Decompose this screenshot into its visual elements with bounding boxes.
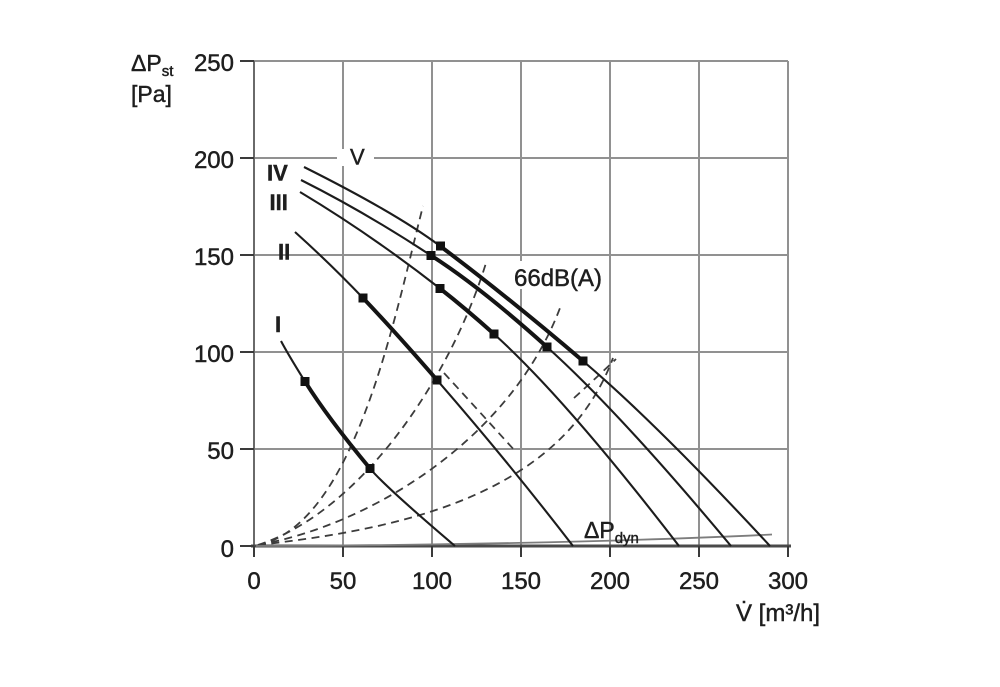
svg-text:ΔPst: ΔPst (131, 50, 174, 80)
svg-text:150: 150 (501, 568, 541, 595)
svg-text:250: 250 (194, 50, 234, 77)
svg-text:100: 100 (412, 568, 452, 595)
svg-text:0: 0 (247, 568, 260, 595)
svg-text:200: 200 (194, 147, 234, 174)
svg-text:III: III (270, 190, 288, 215)
svg-text:V̇ [m³/h]: V̇ [m³/h] (736, 599, 820, 627)
svg-text:200: 200 (590, 568, 630, 595)
svg-text:[Pa]: [Pa] (131, 81, 172, 107)
svg-text:V: V (350, 145, 365, 170)
svg-text:300: 300 (768, 568, 808, 595)
svg-text:150: 150 (194, 244, 234, 271)
svg-text:0: 0 (221, 536, 234, 563)
svg-text:IV: IV (267, 161, 288, 186)
svg-text:66dB(A): 66dB(A) (514, 265, 602, 292)
svg-text:50: 50 (330, 568, 357, 595)
svg-text:250: 250 (679, 568, 719, 595)
svg-text:100: 100 (194, 341, 234, 368)
svg-text:II: II (278, 240, 290, 265)
svg-text:50: 50 (207, 438, 234, 465)
svg-text:I: I (275, 312, 281, 337)
